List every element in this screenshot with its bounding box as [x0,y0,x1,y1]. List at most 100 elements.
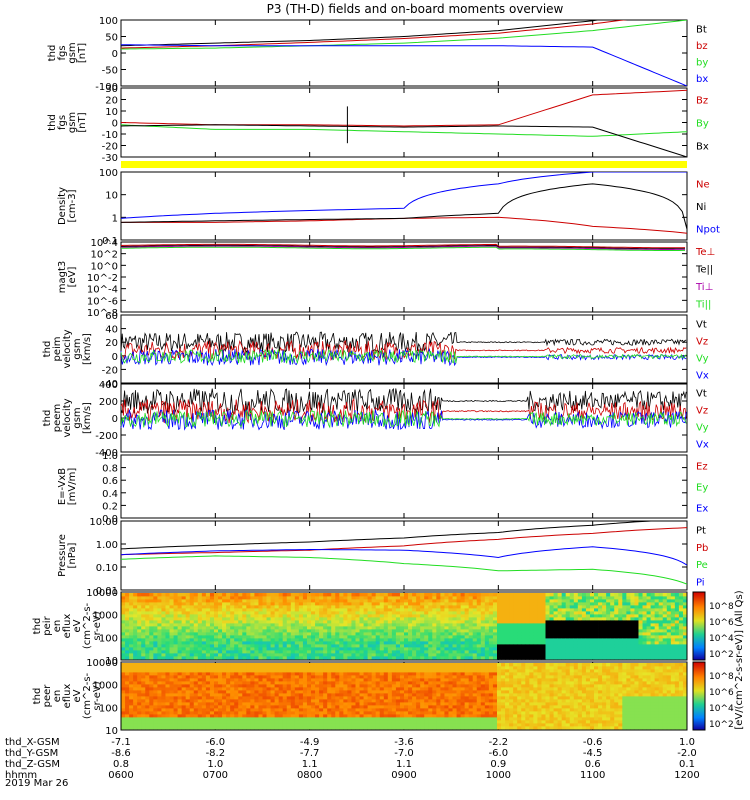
heatmap-cell [189,690,195,694]
heatmap-cell [209,720,215,724]
heatmap-cell [513,653,518,657]
heatmap-cell [472,605,478,609]
heatmap-cell [153,699,158,703]
heatmap-cell [379,684,385,688]
heatmap-cell [242,635,247,639]
heatmap-cell [682,638,688,642]
heatmap-cell [258,726,263,730]
heatmap-cell [662,656,668,660]
heatmap-cell [315,681,320,685]
heatmap-cell [646,641,652,645]
heatmap-cell [375,663,381,667]
heatmap-cell [181,644,187,648]
trace-vt [120,388,687,415]
heatmap-cell [290,726,296,730]
heatmap-cell [666,650,672,654]
heatmap-cell [602,608,607,612]
heatmap-cell [513,602,518,606]
heatmap-cell [181,687,187,691]
heatmap-cell [501,632,506,636]
heatmap-cell [177,708,183,712]
heatmap-cell [630,620,635,624]
heatmap-cell [270,635,276,639]
heatmap-cell [517,623,522,627]
heatmap-cell [230,653,235,657]
heatmap-cell [553,653,559,657]
heatmap-cell [505,647,510,651]
heatmap-cell [496,644,502,648]
heatmap-cell [306,726,312,730]
heatmap-cell [161,705,166,709]
heatmap-cell [153,678,158,682]
heatmap-cell [161,599,166,603]
heatmap-cell [355,705,360,709]
heatmap-cell [351,693,356,697]
heatmap-cell [399,620,405,624]
heatmap-cell [452,632,457,636]
heatmap-cell [149,672,154,676]
heatmap-cell [262,608,267,612]
heatmap-cell [505,611,510,615]
heatmap-cell [250,608,255,612]
heatmap-cell [254,714,259,718]
heatmap-cell [218,690,223,694]
heatmap-cell [646,617,652,621]
heatmap-cell [517,614,522,618]
y-tick-label: 100 [99,16,118,27]
heatmap-cell [343,596,348,600]
heatmap-cell [383,717,389,721]
heatmap-cell [565,620,571,624]
heatmap-cell [306,644,312,648]
heatmap-cell [412,638,417,642]
heatmap-cell [181,720,187,724]
heatmap-cell [363,711,369,715]
heatmap-cell [319,611,324,615]
heatmap-cell [452,656,457,660]
y-axis-label: Pressure [57,534,68,577]
heatmap-cell [371,702,377,706]
heatmap-cell [298,620,304,624]
heatmap-cell [404,629,409,633]
heatmap-cell [209,644,215,648]
heatmap-cell [391,614,397,618]
heatmap-cell [121,653,126,657]
heatmap-cell [375,608,381,612]
heatmap-cell [399,653,405,657]
heatmap-cell [585,650,591,654]
heatmap-cell [315,699,320,703]
heatmap-cell [585,617,591,621]
heatmap-cell [650,596,656,600]
heatmap-cell [513,614,518,618]
heatmap-cell [682,635,688,639]
heatmap-cell [589,599,595,603]
heatmap-cell [347,705,352,709]
heatmap-cell [177,614,183,618]
heatmap-cell [383,599,389,603]
heatmap-cell [678,635,684,639]
heatmap-cell [286,672,292,676]
heatmap-cell [537,650,542,654]
heatmap-cell [666,656,672,660]
heatmap-cell [638,644,643,648]
heatmap-cell [448,599,453,603]
heatmap-cell [666,611,672,615]
heatmap-cell [153,702,158,706]
heatmap-cell [606,593,611,597]
heatmap-cell [399,605,405,609]
heatmap-cell [242,714,247,718]
heatmap-cell [351,702,356,706]
heatmap-cell [347,678,352,682]
heatmap-cell [222,714,227,718]
heatmap-cell [383,644,389,648]
heatmap-cell [234,611,239,615]
heatmap-cell [581,623,587,627]
heatmap-cell [129,669,134,673]
heatmap-cell [121,690,126,694]
heatmap-cell [379,690,385,694]
heatmap-cell [189,617,195,621]
heatmap-cell [250,675,255,679]
heatmap-cell [250,687,255,691]
y-tick-label: 10^-6 [87,296,118,307]
heatmap-cell [165,699,170,703]
heatmap-cell [650,638,656,642]
